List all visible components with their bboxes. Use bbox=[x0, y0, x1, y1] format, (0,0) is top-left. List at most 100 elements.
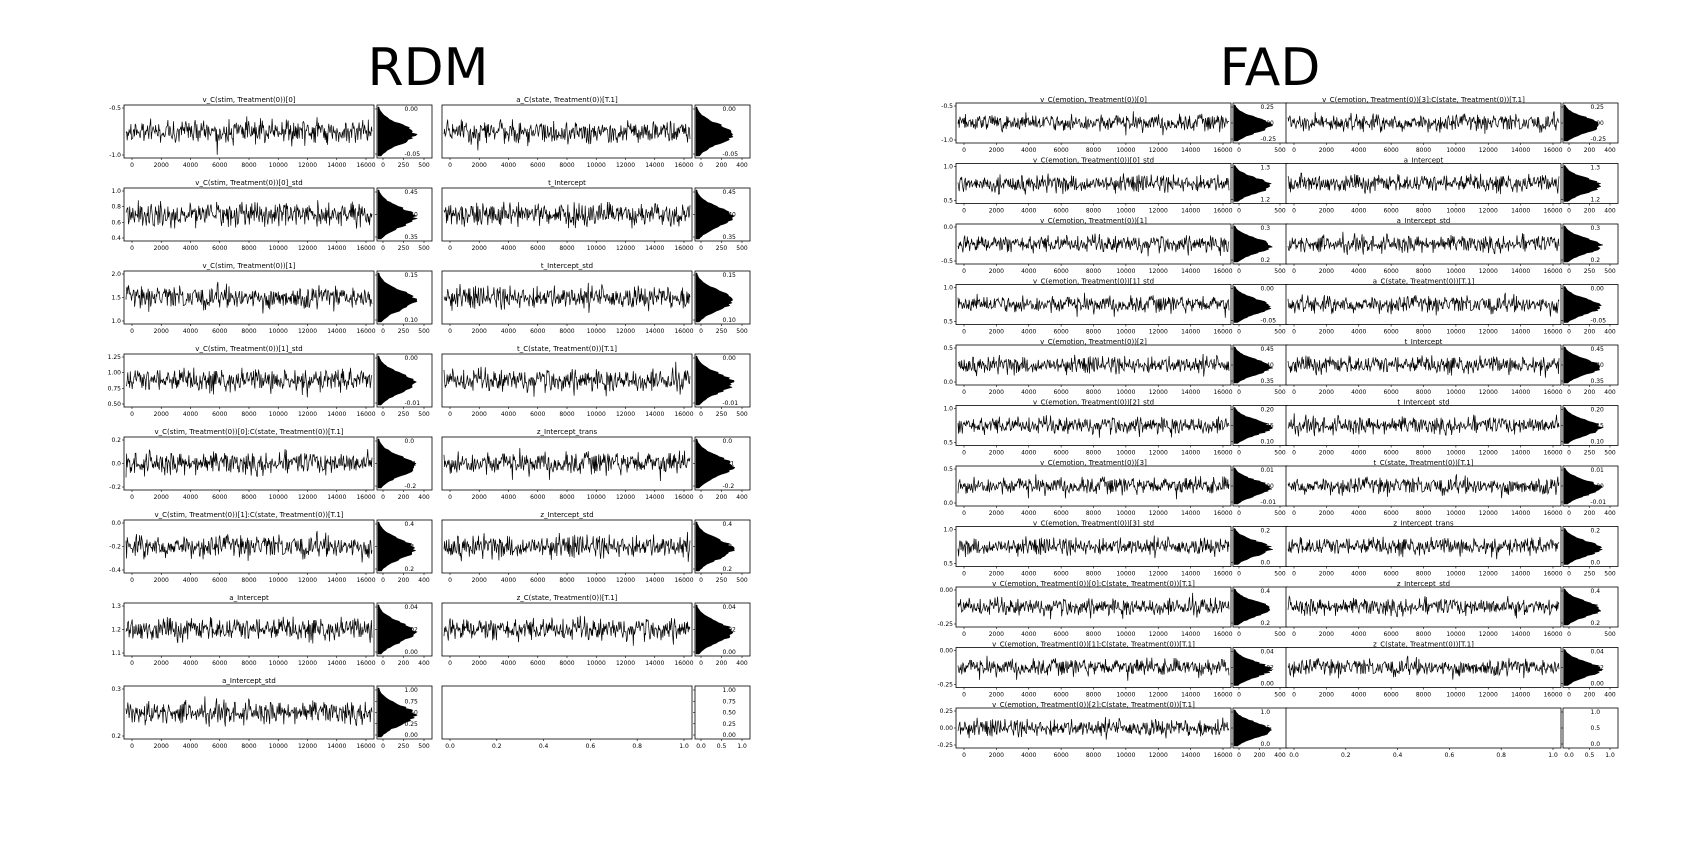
hist-xtick-label: 0 bbox=[699, 494, 703, 501]
hist-ytick-label: -0.01 bbox=[1261, 499, 1277, 506]
subplot-title: a_Intercept_std bbox=[1397, 217, 1451, 225]
hist-ytick-label: 0.00 bbox=[405, 106, 419, 113]
hist-ytick-label: 0.2 bbox=[1591, 528, 1601, 535]
trace-ytick-label: 1.0 bbox=[111, 188, 121, 195]
hist-ytick-label: 0.0 bbox=[1591, 560, 1601, 567]
trace-ytick-label: 0.25 bbox=[940, 708, 954, 715]
trace-xtick-label: 10000 bbox=[1116, 571, 1135, 578]
hist-xtick-label: 500 bbox=[1274, 268, 1286, 275]
hist-xtick-label: 500 bbox=[736, 328, 748, 335]
trace-axes bbox=[441, 685, 693, 740]
trace-xtick-label: 10000 bbox=[1446, 208, 1465, 215]
trace-xtick-label: 16000 bbox=[1213, 752, 1232, 759]
trace-xtick-label: 8000 bbox=[241, 660, 256, 667]
trace-xtick-label: 2000 bbox=[989, 631, 1004, 638]
hist-xtick-label: 0 bbox=[1567, 450, 1571, 457]
trace-xtick-label: 10000 bbox=[1446, 510, 1465, 517]
hist-area bbox=[695, 604, 734, 655]
trace-line bbox=[957, 716, 1230, 740]
hist-ytick-label: 0.02 bbox=[723, 627, 737, 634]
trace-xtick-label: 12000 bbox=[1149, 268, 1168, 275]
trace-line bbox=[1287, 655, 1560, 680]
subplot-title: v_C(stim, Treatment(0))[1] bbox=[202, 262, 295, 270]
trace-xtick-label: 12000 bbox=[616, 577, 635, 584]
trace-subplot: v_C(emotion, Treatment(0))[0] 0 2000 4000 60… bbox=[941, 96, 1289, 154]
trace-xtick-label: 16000 bbox=[1543, 268, 1562, 275]
hist-ytick-label: 0.35 bbox=[1591, 378, 1605, 385]
hist-xtick-label: 500 bbox=[1274, 208, 1286, 215]
trace-ytick-label: 1.0 bbox=[943, 406, 953, 413]
hist-xtick-label: 0 bbox=[1567, 268, 1571, 275]
hist-xtick-label: 500 bbox=[1274, 450, 1286, 457]
trace-subplot: t_C(state, Treatment(0))[T.1]0 2000 4000 60… bbox=[1285, 459, 1619, 517]
trace-xtick-label: 2000 bbox=[154, 162, 169, 169]
trace-xtick-label: 6000 bbox=[1053, 752, 1068, 759]
trace-xtick-label: 2000 bbox=[1319, 389, 1334, 396]
trace-xtick-label: 4000 bbox=[1021, 631, 1036, 638]
trace-xtick-label: 12000 bbox=[298, 328, 317, 335]
hist-ytick-label: 0.10 bbox=[723, 317, 737, 324]
trace-subplot: t_Intercept 0 2000 4000 6000 8000 10000 12000 14… bbox=[441, 179, 751, 252]
hist-ytick-label: 0.04 bbox=[405, 604, 419, 611]
trace-xtick-label: 12000 bbox=[298, 494, 317, 501]
trace-xtick-label: 0 bbox=[1292, 389, 1296, 396]
trace-xtick-label: 16000 bbox=[1213, 450, 1232, 457]
trace-axes bbox=[1285, 707, 1562, 749]
hist-xtick-label: 200 bbox=[1254, 752, 1266, 759]
hist-xtick-label: 500 bbox=[736, 577, 748, 584]
trace-subplot: z_Intercept_std 0 2000 4000 6000 8000 10000 120… bbox=[1285, 580, 1619, 638]
hist-xtick-label: 500 bbox=[418, 328, 430, 335]
trace-xtick-label: 2000 bbox=[989, 692, 1004, 699]
hist-ytick-label: 1.0 bbox=[1261, 709, 1271, 716]
hist-area bbox=[377, 272, 418, 323]
subplot-title: z_Intercept_std bbox=[540, 511, 593, 519]
hist-xtick-label: 250 bbox=[398, 328, 410, 335]
trace-xtick-label: 14000 bbox=[1181, 692, 1200, 699]
hist-area bbox=[377, 106, 418, 157]
trace-xtick-label: 12000 bbox=[298, 162, 317, 169]
trace-subplot: v_C(stim, Treatment(0))[1]_std 0 2000 4000 6… bbox=[108, 345, 433, 418]
trace-xtick-label: 4000 bbox=[1351, 510, 1366, 517]
trace-line bbox=[125, 449, 373, 478]
trace-ytick-label: 0.0 bbox=[943, 500, 953, 507]
hist-xtick-label: 0 bbox=[381, 245, 385, 252]
trace-xtick-label: 10000 bbox=[269, 245, 288, 252]
hist-xtick-label: 0 bbox=[1237, 571, 1241, 578]
hist-ytick-label: 0.00 bbox=[1261, 681, 1275, 688]
trace-xtick-label: 16000 bbox=[356, 743, 375, 750]
trace-xtick-label: 14000 bbox=[1181, 752, 1200, 759]
hist-ytick-label: 0.00 bbox=[1261, 120, 1275, 127]
hist-axes bbox=[1562, 707, 1619, 749]
trace-xtick-label: 10000 bbox=[1116, 510, 1135, 517]
hist-xtick-label: 0.5 bbox=[717, 743, 727, 750]
hist-ytick-label: 0.10 bbox=[405, 317, 419, 324]
trace-subplot: v_C(emotion, Treatment(0))[0]:C(state, T… bbox=[937, 580, 1289, 638]
trace-line bbox=[443, 282, 691, 313]
hist-ytick-label: 0.0 bbox=[405, 438, 415, 445]
trace-xtick-label: 4000 bbox=[1351, 147, 1366, 154]
trace-xtick-label: 8000 bbox=[1416, 329, 1431, 336]
trace-xtick-label: 6000 bbox=[1053, 389, 1068, 396]
trace-line bbox=[957, 655, 1230, 681]
trace-line bbox=[1287, 595, 1560, 619]
hist-xtick-label: 0 bbox=[1567, 147, 1571, 154]
hist-xtick-label: 200 bbox=[1584, 208, 1596, 215]
trace-xtick-label: 0 bbox=[962, 752, 966, 759]
hist-area bbox=[1563, 346, 1601, 384]
trace-xtick-label: 8000 bbox=[1086, 450, 1101, 457]
trace-xtick-label: 10000 bbox=[1446, 389, 1465, 396]
trace-xtick-label: 16000 bbox=[1213, 692, 1232, 699]
subplot-title: v_C(emotion, Treatment(0))[3]:C(state, T… bbox=[1322, 96, 1525, 104]
trace-xtick-label: 12000 bbox=[616, 494, 635, 501]
trace-ytick-label: 0.5 bbox=[943, 440, 953, 447]
trace-subplot: t_Intercept_std 0 2000 4000 6000 8000 10000 120… bbox=[441, 262, 751, 335]
hist-ytick-label: 0.2 bbox=[1261, 257, 1271, 264]
trace-subplot: v_C(emotion, Treatment(0))[1]_std 0 2000 40… bbox=[943, 278, 1289, 336]
hist-area bbox=[1233, 528, 1274, 565]
trace-subplot: v_C(emotion, Treatment(0))[1] 0 2000 4000 60… bbox=[941, 217, 1289, 275]
trace-subplot: v_C(emotion, Treatment(0))[0]_std 0 2000 40… bbox=[943, 157, 1289, 215]
trace-xtick-label: 10000 bbox=[269, 162, 288, 169]
trace-xtick-label: 10000 bbox=[1116, 752, 1135, 759]
trace-xtick-label: 0 bbox=[1292, 510, 1296, 517]
trace-xtick-label: 0.0 bbox=[445, 743, 455, 750]
